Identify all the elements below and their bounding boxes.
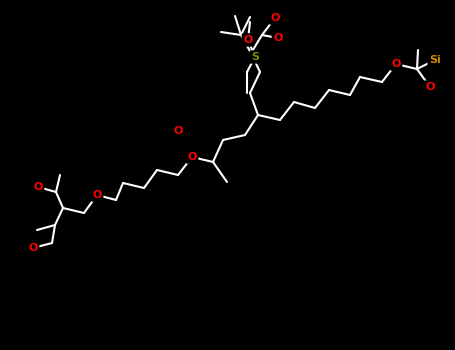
Text: O: O bbox=[33, 182, 43, 192]
Text: O: O bbox=[270, 13, 280, 23]
Text: O: O bbox=[391, 59, 401, 69]
Text: Si: Si bbox=[429, 55, 441, 65]
Text: O: O bbox=[28, 243, 38, 253]
Text: O: O bbox=[92, 190, 101, 200]
Text: O: O bbox=[425, 82, 435, 92]
Text: O: O bbox=[173, 126, 183, 136]
Text: O: O bbox=[187, 152, 197, 162]
Text: O: O bbox=[273, 33, 283, 43]
Text: S: S bbox=[251, 52, 259, 62]
Text: O: O bbox=[243, 35, 253, 45]
